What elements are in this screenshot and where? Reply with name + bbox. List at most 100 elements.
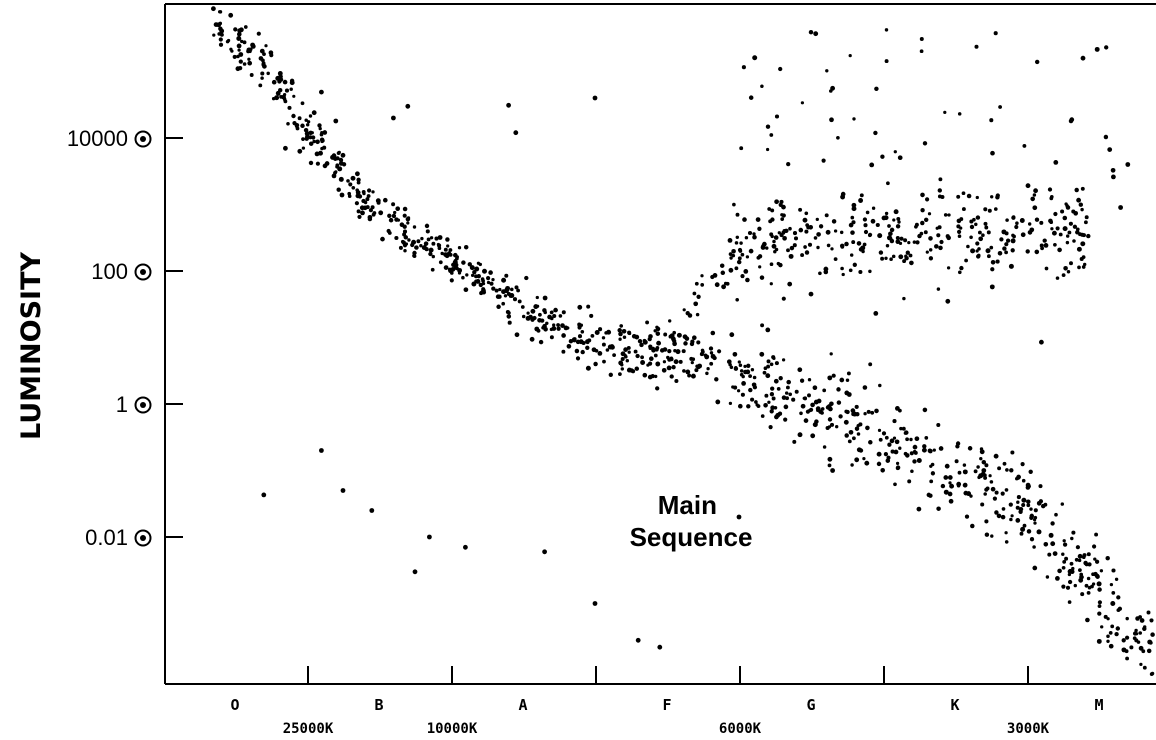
star-point bbox=[1063, 266, 1068, 271]
star-point bbox=[1091, 572, 1095, 577]
star-point bbox=[850, 463, 854, 467]
star-point bbox=[540, 318, 545, 323]
star-point bbox=[752, 232, 756, 236]
star-point bbox=[764, 393, 769, 398]
star-point bbox=[357, 194, 363, 199]
star-point bbox=[791, 397, 796, 402]
star-point bbox=[729, 256, 733, 260]
star-point bbox=[388, 217, 394, 223]
star-point bbox=[943, 475, 949, 480]
star-point bbox=[446, 244, 450, 248]
star-point bbox=[620, 357, 625, 361]
star-point bbox=[939, 239, 944, 245]
star-point bbox=[386, 228, 391, 234]
star-point bbox=[545, 321, 549, 326]
star-point bbox=[792, 243, 797, 248]
star-point bbox=[1029, 537, 1035, 542]
star-point bbox=[932, 448, 936, 452]
star-point bbox=[943, 110, 947, 115]
star-point bbox=[356, 177, 361, 182]
star-point bbox=[475, 278, 481, 284]
star-point bbox=[751, 382, 757, 388]
star-point bbox=[368, 208, 373, 213]
star-point bbox=[741, 381, 746, 386]
star-point bbox=[623, 354, 628, 359]
star-point bbox=[607, 344, 613, 350]
star-point bbox=[779, 233, 784, 238]
star-point bbox=[993, 31, 998, 36]
star-point bbox=[1004, 531, 1008, 535]
star-point bbox=[501, 289, 506, 295]
star-point bbox=[957, 234, 962, 238]
star-point bbox=[351, 185, 356, 190]
star-point bbox=[959, 217, 964, 222]
star-point bbox=[912, 444, 918, 450]
star-point bbox=[858, 269, 863, 275]
star-point bbox=[778, 262, 783, 268]
star-point bbox=[286, 122, 290, 126]
star-point bbox=[909, 260, 914, 266]
star-point bbox=[260, 76, 264, 80]
star-point bbox=[988, 474, 992, 478]
spectral-class-label: A bbox=[518, 696, 527, 714]
star-point bbox=[541, 326, 545, 330]
star-point bbox=[970, 248, 976, 254]
star-point bbox=[765, 327, 771, 333]
star-point bbox=[412, 250, 417, 256]
star-point bbox=[990, 534, 994, 538]
star-point bbox=[736, 259, 742, 265]
star-point bbox=[772, 239, 776, 244]
star-point bbox=[989, 480, 994, 484]
star-point bbox=[283, 145, 288, 151]
star-point bbox=[936, 506, 941, 511]
sun-symbol-dot bbox=[140, 402, 146, 408]
star-point bbox=[823, 266, 829, 272]
star-point bbox=[445, 237, 450, 242]
star-point bbox=[1083, 560, 1088, 566]
star-point bbox=[854, 404, 859, 409]
star-point bbox=[470, 273, 475, 278]
star-point bbox=[496, 304, 501, 310]
star-point bbox=[961, 207, 966, 212]
star-point bbox=[1097, 611, 1102, 616]
star-point bbox=[1097, 600, 1102, 605]
star-point bbox=[1114, 577, 1119, 582]
star-point bbox=[692, 291, 697, 296]
star-point bbox=[1090, 584, 1094, 589]
star-point bbox=[335, 163, 340, 168]
star-point bbox=[998, 105, 1002, 109]
star-point bbox=[1080, 186, 1085, 191]
star-point bbox=[709, 361, 714, 366]
star-point bbox=[827, 425, 832, 429]
star-point bbox=[769, 133, 774, 137]
star-point bbox=[874, 408, 879, 414]
star-point bbox=[266, 71, 270, 76]
star-point bbox=[1066, 270, 1071, 274]
star-point bbox=[1005, 468, 1009, 472]
star-point bbox=[457, 271, 462, 275]
star-point bbox=[261, 58, 265, 63]
star-point bbox=[382, 197, 388, 203]
star-point bbox=[893, 150, 897, 154]
star-point bbox=[242, 62, 247, 66]
star-point bbox=[735, 212, 740, 217]
star-point bbox=[654, 347, 659, 352]
star-point bbox=[1124, 649, 1129, 654]
star-point bbox=[291, 113, 296, 119]
star-point bbox=[765, 373, 771, 379]
star-point bbox=[315, 139, 320, 145]
star-point bbox=[1060, 209, 1065, 214]
star-point bbox=[916, 506, 922, 512]
star-point bbox=[938, 245, 943, 251]
star-point bbox=[781, 358, 786, 362]
star-point bbox=[720, 270, 726, 276]
star-point bbox=[395, 206, 401, 212]
star-point bbox=[524, 275, 529, 281]
star-point bbox=[735, 235, 740, 240]
sun-symbol-dot bbox=[140, 136, 146, 142]
star-point bbox=[556, 323, 561, 327]
star-point bbox=[1015, 518, 1021, 523]
star-point bbox=[800, 253, 805, 258]
star-point bbox=[881, 431, 887, 436]
star-point bbox=[690, 339, 695, 344]
